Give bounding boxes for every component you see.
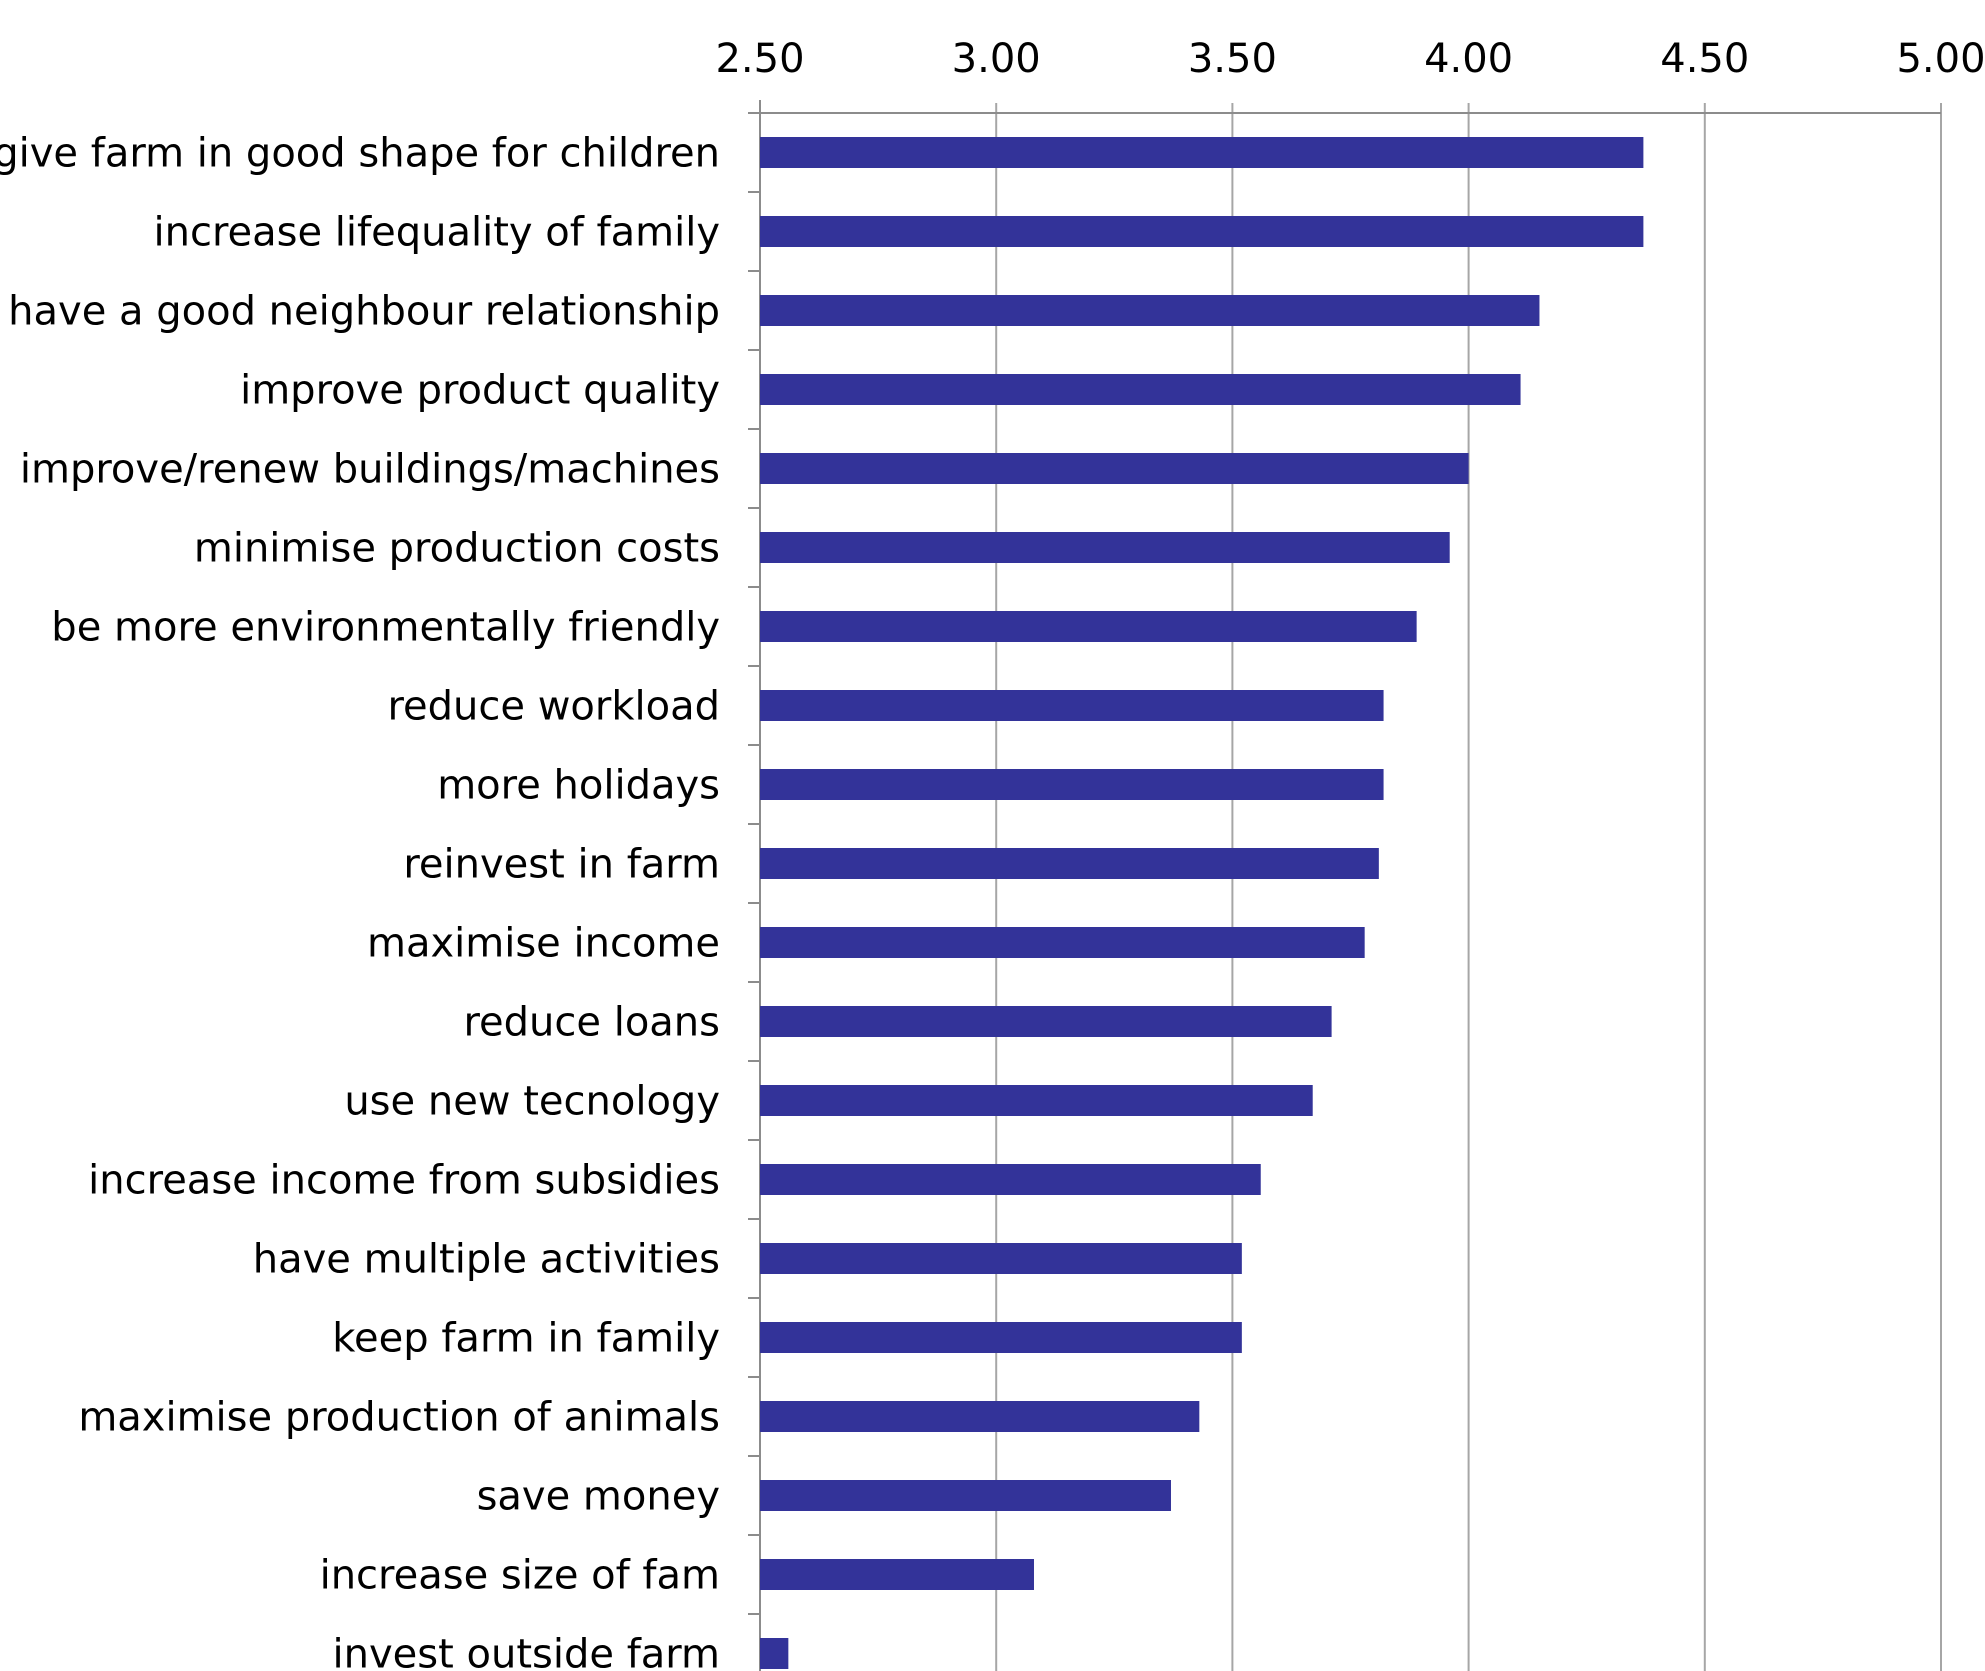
x-tick-label: 4.50 xyxy=(1660,36,1749,82)
category-label: invest outside farm xyxy=(333,1632,720,1671)
x-tick-label: 3.00 xyxy=(952,36,1041,82)
category-label: give farm in good shape for children xyxy=(0,131,720,177)
category-label: reinvest in farm xyxy=(403,842,720,888)
category-label: increase income from subsidies xyxy=(88,1158,720,1204)
category-label: have a good neighbour relationship xyxy=(8,289,720,335)
bar xyxy=(760,295,1540,326)
x-tick-label: 5.00 xyxy=(1896,36,1985,82)
bar xyxy=(760,1401,1200,1432)
category-label: reduce workload xyxy=(387,684,720,730)
bar xyxy=(760,1006,1332,1037)
category-label: improve product quality xyxy=(240,368,720,414)
category-label: have multiple activities xyxy=(253,1237,720,1283)
category-label: improve/renew buildings/machines xyxy=(20,447,720,493)
bar xyxy=(760,1322,1242,1353)
category-label: use new tecnology xyxy=(344,1079,720,1125)
category-label: minimise production costs xyxy=(194,526,720,572)
bars xyxy=(760,137,1644,1669)
x-tick-label: 3.50 xyxy=(1188,36,1277,82)
bar xyxy=(760,453,1469,484)
x-tick-label: 2.50 xyxy=(715,36,804,82)
bar xyxy=(760,1638,789,1669)
bar xyxy=(760,1243,1242,1274)
bar xyxy=(760,1480,1171,1511)
category-label: increase lifequality of family xyxy=(153,210,720,256)
bar xyxy=(760,690,1384,721)
category-label: be more environmentally friendly xyxy=(51,605,720,651)
gridlines xyxy=(759,103,1942,1671)
category-labels: give farm in good shape for children incr… xyxy=(0,131,720,1671)
category-label: reduce loans xyxy=(463,1000,720,1046)
category-label: save money xyxy=(477,1474,720,1520)
category-label: keep farm in family xyxy=(332,1316,720,1362)
category-label: maximise production of animals xyxy=(78,1395,720,1441)
bar xyxy=(760,216,1644,247)
bar xyxy=(760,611,1417,642)
bar xyxy=(760,137,1644,168)
bar xyxy=(760,1559,1034,1590)
value-axis: 2.50 3.00 3.50 4.00 4.50 5.00 xyxy=(715,36,1985,1671)
bar xyxy=(760,927,1365,958)
category-label: maximise income xyxy=(367,921,720,967)
category-label: more holidays xyxy=(437,763,720,809)
bar xyxy=(760,1164,1261,1195)
bar xyxy=(760,769,1384,800)
bar xyxy=(760,532,1450,563)
bar xyxy=(760,848,1379,879)
x-tick-label: 4.00 xyxy=(1424,36,1513,82)
bar xyxy=(760,1085,1313,1116)
bar xyxy=(760,374,1521,405)
category-label: increase size of fam xyxy=(320,1553,720,1599)
